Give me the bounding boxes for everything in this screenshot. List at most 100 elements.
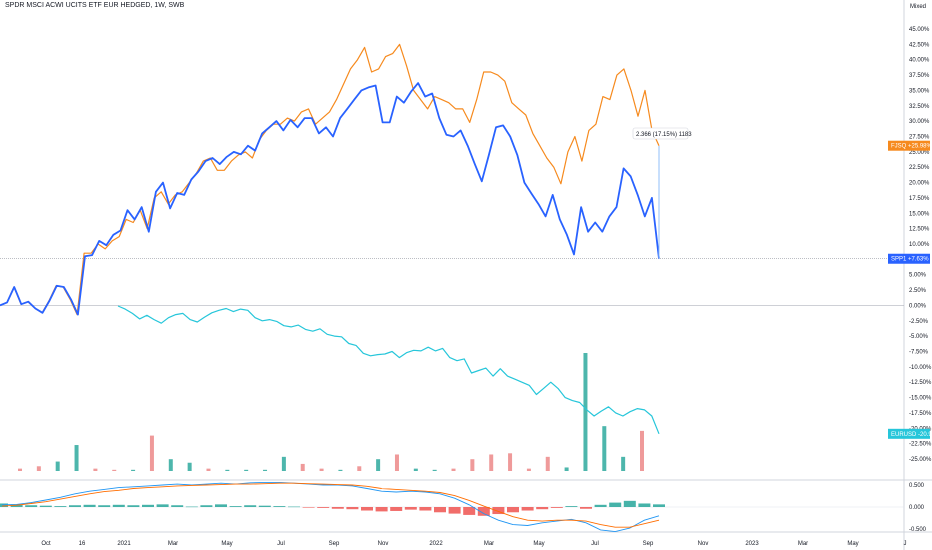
x-tick-label: Mar (168, 541, 178, 547)
macd-histogram-bar (39, 505, 52, 507)
badge-bg (888, 140, 930, 151)
y-tick-label: -10.00% (909, 365, 932, 371)
y-tick-label: -12.50% (909, 380, 932, 386)
measure-label-box (632, 127, 689, 140)
macd-histogram-bar (390, 507, 403, 511)
macd-histogram-bar (171, 505, 184, 507)
y-tick-label: 2.50% (909, 288, 927, 294)
macd-histogram-bar (361, 507, 373, 511)
x-tick-label: J (904, 541, 907, 547)
macd-histogram-bar (83, 504, 96, 507)
volume-bar (489, 454, 494, 471)
macd-line (1, 481, 660, 533)
y-tick-label: 0.00% (909, 303, 927, 309)
volume-bar (508, 453, 513, 471)
y-tick-label: 32.50% (909, 104, 930, 110)
volume-bar (244, 469, 249, 471)
macd-histogram-bar (127, 505, 140, 507)
y-tick-label: -25.00% (909, 457, 932, 463)
measure-label: 2.366 (17.15%) 1183 (636, 132, 692, 138)
volume-bar (36, 466, 41, 471)
volume-bar (281, 456, 286, 471)
macd-histogram-bar (623, 500, 636, 507)
badge-bg (888, 253, 930, 264)
x-tick-label: Sep (643, 541, 654, 547)
series-badge-eurusd: EURUSD -20.90% (888, 428, 932, 439)
x-tick-label: May (533, 541, 544, 547)
volume-bar (583, 353, 588, 471)
volume-bar (93, 468, 98, 471)
macd-histogram-bar (419, 507, 432, 511)
x-tick-label: Jul (591, 541, 599, 547)
volume-bar (602, 426, 607, 471)
macd-histogram-bar (317, 507, 330, 508)
macd-histogram-bar (185, 506, 198, 508)
macd-histogram-bar (98, 505, 111, 507)
y-tick-label: -22.50% (909, 442, 932, 448)
macd-histogram-bar (229, 506, 242, 507)
volume-bar (55, 461, 60, 471)
macd-histogram-bar (521, 507, 534, 511)
y-tick-label: 30.00% (909, 119, 930, 125)
volume-bar (376, 459, 381, 471)
series-badge-fjsq: FJSQ +25.98% (888, 140, 932, 151)
macd-histogram-bar (492, 507, 505, 515)
volume-bar (300, 463, 305, 471)
volume-bar (432, 469, 437, 471)
y-tick-label: 5.00% (909, 273, 927, 279)
macd-histogram-bar (215, 504, 227, 507)
y-tick-label: 25.00% (909, 150, 930, 156)
macd-histogram-bar (288, 506, 300, 508)
volume-bar (564, 467, 569, 471)
y-tick-label: 15.00% (909, 211, 930, 217)
macd-histogram-bar (448, 507, 461, 514)
volume-bar (319, 468, 324, 471)
macd-histogram-bar (142, 504, 154, 507)
x-tick-label: Sep (329, 541, 340, 547)
y-tick-label: 45.00% (909, 27, 930, 33)
x-tick-label: Nov (378, 541, 389, 547)
y-tick-label: -7.50% (909, 350, 929, 356)
badge-bg (888, 428, 930, 439)
scale-mode-label: Mixed (910, 4, 926, 10)
macd-histogram-bar (550, 507, 563, 508)
y-tick-label: -15.00% (909, 396, 932, 402)
series-badge-spp1: SPP1 +7.63% (888, 253, 930, 264)
y-tick-label: 42.50% (909, 42, 930, 48)
macd-histogram-bar (10, 504, 23, 507)
macd-histogram-bar (609, 502, 622, 507)
macd-histogram-bar (54, 506, 67, 507)
macd-histogram-bar (594, 504, 607, 507)
volume-bar (526, 468, 531, 471)
volume-bar (394, 454, 399, 471)
series-line-fjsq (0, 43, 660, 316)
macd-histogram-bar (112, 504, 125, 507)
volume-bar (168, 459, 173, 471)
y-tick-label: 17.50% (909, 196, 930, 202)
x-tick-label: Mar (484, 541, 494, 547)
macd-histogram-bar (565, 506, 578, 507)
badge-label: SPP1 +7.63% (891, 257, 929, 263)
volume-bar (640, 430, 644, 471)
series-line-spp1 (0, 82, 660, 316)
x-tick-label: 2021 (117, 541, 131, 547)
macd-histogram-bar (69, 505, 81, 507)
macd-histogram-bar (331, 507, 344, 509)
x-tick-label: Oct (41, 541, 51, 547)
volume-bar (131, 469, 136, 471)
volume-bar (357, 466, 362, 471)
y-tick-label: 22.50% (909, 165, 930, 171)
badge-label: FJSQ +25.98% (891, 144, 932, 150)
macd-y-tick-label: 0.000 (909, 505, 925, 511)
volume-bar (74, 445, 79, 471)
volume-bar (470, 459, 475, 471)
macd-histogram-bar (302, 507, 315, 508)
y-tick-label: -2.50% (909, 319, 929, 325)
macd-histogram-bar (638, 503, 651, 507)
volume-bar (451, 468, 456, 471)
macd-histogram-bar (244, 505, 257, 507)
badge-label: EURUSD -20.90% (891, 432, 932, 438)
macd-signal-line (1, 482, 660, 528)
macd-histogram-bar (536, 507, 549, 510)
